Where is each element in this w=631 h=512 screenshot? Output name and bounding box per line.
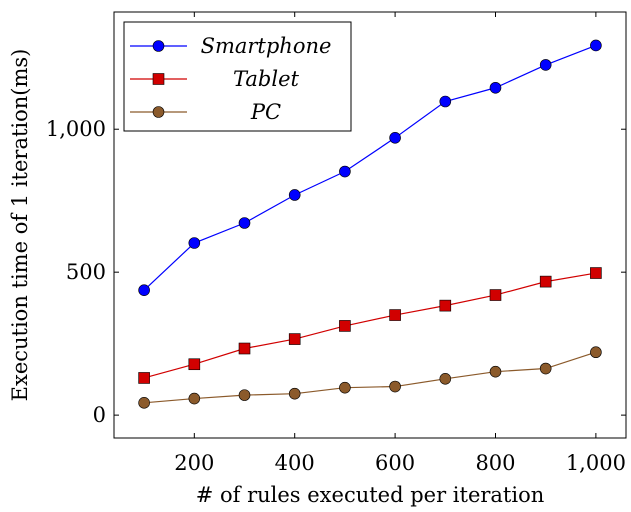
series-line-tablet: [143, 272, 596, 379]
data-point-smartphone: [188, 237, 201, 249]
legend-marker-pc: [152, 106, 165, 118]
x-tick-label: 200: [174, 451, 214, 475]
data-point-tablet: [389, 309, 401, 321]
legend-label-tablet: Tablet: [233, 67, 299, 91]
y-tick-label: 1,000: [46, 117, 106, 141]
legend-label-pc: PC: [250, 100, 281, 124]
data-point-pc: [439, 373, 452, 385]
data-point-smartphone: [288, 189, 301, 201]
data-point-smartphone: [539, 59, 552, 71]
data-point-tablet: [188, 358, 201, 371]
series-smartphone: [138, 39, 602, 296]
data-point-tablet: [238, 342, 251, 355]
data-point-smartphone: [138, 284, 150, 296]
data-point-tablet: [138, 372, 150, 384]
data-point-pc: [590, 346, 602, 359]
legend-label-smartphone: Smartphone: [201, 34, 332, 58]
data-point-tablet: [489, 289, 502, 301]
y-tick-label: 0: [93, 403, 106, 427]
x-tick-label: 1,000: [566, 451, 626, 475]
data-point-pc: [138, 397, 150, 409]
data-point-pc: [188, 392, 201, 405]
data-point-tablet: [288, 333, 301, 345]
data-point-pc: [238, 389, 251, 401]
data-point-tablet: [590, 267, 602, 279]
tick-labels: 200 400 600 800 1,000 0 500 1,000: [46, 117, 626, 475]
data-point-smartphone: [439, 95, 452, 108]
x-axis-label: # of rules executed per iteration: [196, 483, 545, 507]
plot-frame: [113, 11, 627, 439]
y-tick-label: 500: [66, 260, 106, 284]
legend-entry-tablet: Tablet: [130, 67, 300, 91]
series-pc: [138, 346, 602, 409]
y-axis-label: Execution time of 1 iteration(ms): [8, 49, 32, 402]
data-point-smartphone: [339, 165, 351, 178]
data-point-pc: [389, 380, 401, 393]
data-point-smartphone: [389, 131, 401, 144]
legend-marker-smartphone: [152, 40, 165, 52]
series-line-pc: [144, 351, 597, 404]
data-point-smartphone: [590, 39, 602, 52]
data-point-smartphone: [489, 81, 502, 94]
legend-entry-pc: PC: [130, 100, 281, 124]
data-point-smartphone: [238, 217, 251, 229]
x-tick-label: 600: [375, 451, 415, 475]
x-tick-label: 400: [275, 451, 315, 475]
data-point-tablet: [339, 320, 351, 332]
x-tick-label: 800: [475, 451, 515, 475]
data-point-tablet: [439, 299, 452, 312]
legend-marker-tablet: [152, 73, 165, 85]
ticks: [114, 12, 626, 438]
legend: Smartphone Tablet PC: [123, 21, 352, 132]
series-tablet: [138, 267, 602, 384]
legend-entry-smartphone: Smartphone: [130, 34, 331, 58]
legend-entries: Smartphone Tablet PC: [130, 34, 331, 124]
data-point-pc: [288, 387, 301, 400]
data-point-pc: [489, 365, 502, 378]
data-point-tablet: [539, 275, 552, 288]
series-line-smartphone: [143, 44, 597, 291]
data-point-pc: [539, 362, 552, 375]
series-layer: [138, 39, 602, 409]
data-point-pc: [339, 381, 351, 394]
